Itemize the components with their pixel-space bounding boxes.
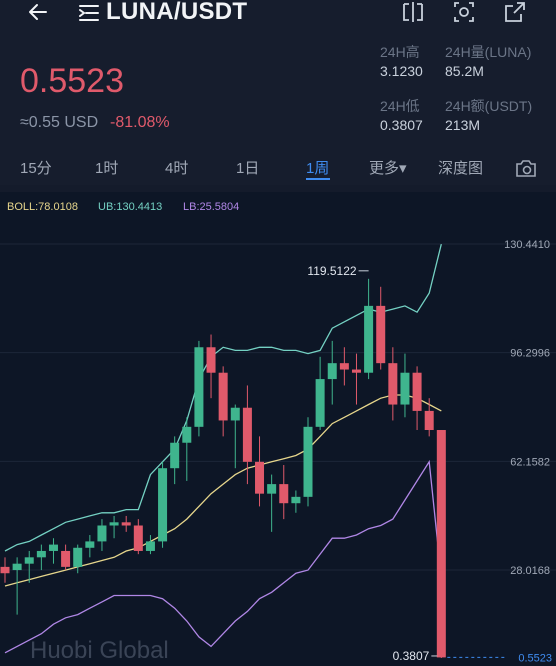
candle-body — [400, 372, 410, 405]
last-price-label: 0.5523 — [518, 652, 552, 664]
candle-body — [267, 484, 277, 494]
top-nav: LUNA/USDT — [0, 0, 556, 30]
chart-settings-icon[interactable] — [515, 157, 539, 179]
y-axis-tick-label: 28.0168 — [510, 565, 550, 577]
split-screen-icon[interactable] — [401, 0, 425, 24]
candle-body — [279, 484, 289, 504]
share-icon[interactable] — [503, 0, 527, 24]
stat-low-value: 0.3807 — [380, 117, 423, 133]
tab-1h[interactable]: 1时 — [95, 160, 119, 177]
tab-4h[interactable]: 4时 — [165, 160, 189, 177]
stat-volume-value: 85.2M — [445, 63, 484, 79]
fiat-approx: ≈0.55 USD — [20, 114, 99, 131]
back-arrow-icon[interactable] — [26, 0, 50, 24]
candle-body — [376, 305, 386, 364]
candle-body — [170, 442, 180, 469]
y-axis-tick-label: 62.1582 — [510, 456, 550, 468]
candle-body — [388, 363, 398, 405]
candle-body — [364, 305, 374, 373]
boll-lower-line — [4, 459, 442, 654]
tab-1d[interactable]: 1日 — [236, 160, 260, 177]
candle-body — [315, 379, 325, 427]
candle-body — [436, 430, 446, 658]
camera-icon[interactable] — [452, 0, 476, 24]
candle-body — [36, 550, 46, 558]
header-panel: LUNA/USDT 0.5523 ≈0.55 USD -81.08% 24H高 … — [0, 0, 556, 185]
menu-icon[interactable] — [78, 3, 100, 23]
candle-body — [85, 541, 95, 548]
stat-low-label: 24H低 — [380, 98, 420, 114]
candle-body — [48, 544, 58, 551]
pair-title[interactable]: LUNA/USDT — [106, 0, 248, 25]
candle-body — [303, 426, 313, 497]
lb-indicator: LB:25.5804 — [183, 201, 240, 213]
tab-depth[interactable]: 深度图 — [438, 160, 484, 177]
tab-15m[interactable]: 15分 — [20, 160, 52, 177]
candle-body — [121, 522, 131, 526]
candle-body — [12, 563, 22, 571]
y-axis-tick-label: 96.2996 — [510, 348, 550, 360]
candle-body — [218, 372, 228, 421]
candle-body — [109, 522, 119, 526]
candle-body — [194, 347, 204, 427]
watermark: Huobi Global — [30, 637, 169, 664]
max-annotation-label: 119.5122 — [307, 264, 356, 278]
stat-volume-label: 24H量(LUNA) — [445, 44, 532, 60]
candle-body — [327, 363, 337, 380]
candle-body — [158, 468, 168, 542]
ub-indicator: UB:130.4413 — [98, 201, 163, 213]
candle-body — [0, 566, 10, 574]
candle-body — [424, 410, 434, 431]
candle-body — [133, 525, 143, 551]
candle-body — [242, 407, 252, 462]
stat-amount-label: 24H额(USDT) — [445, 98, 533, 114]
stat-amount-value: 213M — [445, 117, 481, 133]
candle-body — [255, 461, 265, 494]
stat-high-label: 24H高 — [380, 44, 420, 60]
candle-body — [73, 547, 83, 567]
candlestick-chart[interactable]: Huobi Global 130.4410 96.2996 62.1582 28.01… — [0, 192, 556, 666]
candle-body — [145, 541, 155, 551]
candle-body — [351, 369, 361, 373]
min-annotation-label: 0.3807 — [393, 649, 430, 663]
candle-body — [291, 496, 301, 504]
candle-body — [61, 550, 71, 567]
candle-body — [206, 347, 216, 373]
last-price: 0.5523 — [20, 62, 124, 100]
y-axis-tick-label: 130.4410 — [504, 239, 550, 251]
candle-body — [97, 525, 107, 542]
price-change: -81.08% — [110, 114, 170, 131]
candle-body — [339, 363, 349, 370]
boll-indicator: BOLL:78.0108 — [7, 201, 78, 213]
candle-body — [24, 557, 34, 564]
tab-more[interactable]: 更多▾ — [369, 160, 407, 177]
candle-body — [230, 407, 240, 421]
candle-body — [412, 372, 422, 411]
stat-high-value: 3.1230 — [380, 63, 423, 79]
candle-body — [182, 426, 192, 443]
active-tab-indicator — [306, 178, 330, 180]
tab-1w[interactable]: 1周 — [306, 160, 330, 177]
